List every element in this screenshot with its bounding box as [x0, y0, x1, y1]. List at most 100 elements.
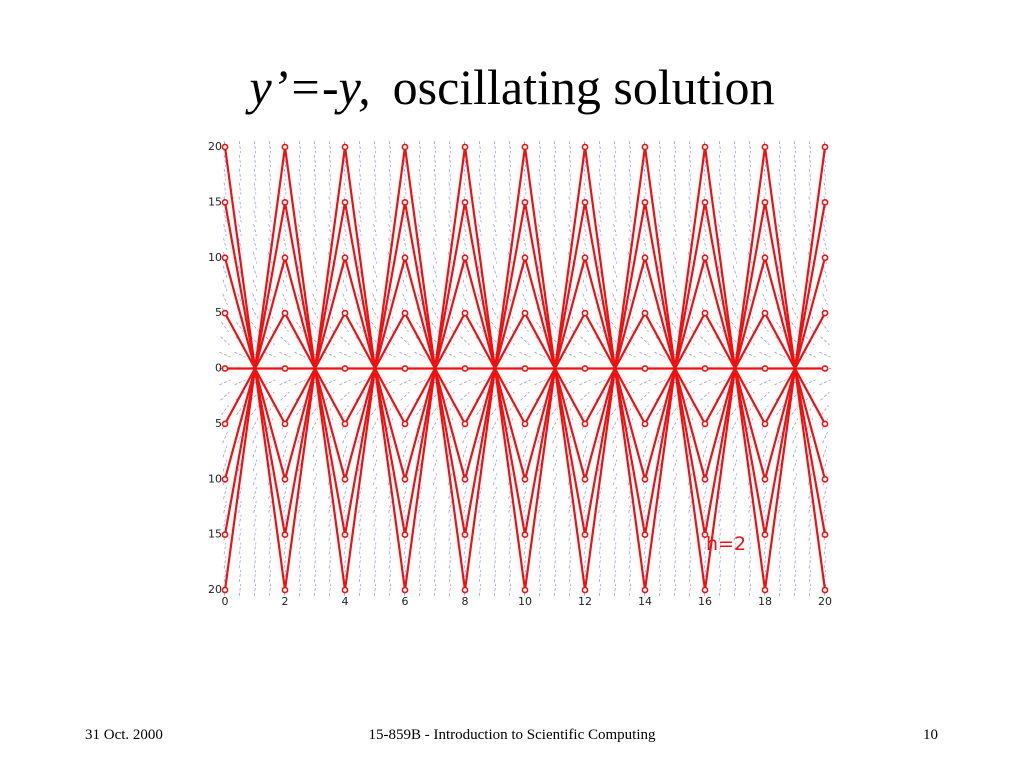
direction-field [283, 182, 287, 195]
direction-field [671, 404, 679, 416]
direction-field [538, 154, 542, 167]
direction-field [493, 487, 497, 500]
direction-field [714, 351, 726, 358]
direction-field [312, 445, 318, 458]
direction-field [418, 570, 422, 583]
direction-field [493, 237, 497, 250]
direction-field [598, 556, 602, 569]
point [221, 143, 229, 151]
direction-field [672, 279, 678, 292]
direction-field [461, 321, 469, 333]
direction-field [553, 168, 557, 181]
direction-field [553, 154, 557, 167]
direction-field [733, 514, 737, 527]
direction-field [611, 307, 619, 319]
direction-field [613, 168, 617, 181]
direction-field [778, 182, 782, 195]
direction-field [388, 500, 392, 513]
direction-field [732, 432, 738, 444]
direction-field [553, 570, 557, 583]
direction-field [373, 224, 377, 237]
point [461, 309, 469, 317]
direction-field [448, 528, 452, 541]
direction-field [313, 514, 317, 527]
direction-field [583, 500, 587, 513]
direction-field [313, 500, 317, 513]
direction-field [673, 570, 677, 583]
point [281, 309, 289, 317]
direction-field [718, 168, 722, 181]
direction-field [821, 404, 829, 416]
direction-field [643, 556, 647, 569]
direction-field [238, 196, 242, 209]
direction-field [433, 473, 437, 486]
direction-field [418, 237, 422, 250]
point [281, 254, 289, 262]
direction-field [777, 265, 783, 278]
direction-field [328, 556, 332, 569]
direction-field [597, 432, 603, 444]
direction-field [718, 514, 722, 527]
direction-field [238, 556, 242, 569]
direction-field [808, 154, 812, 167]
direction-field [688, 584, 692, 596]
direction-field [716, 321, 724, 333]
direction-field [253, 210, 257, 223]
direction-field [717, 265, 723, 278]
direction-field [598, 542, 602, 555]
direction-field [433, 500, 437, 513]
direction-field [492, 293, 498, 305]
direction-field [703, 182, 707, 195]
direction-field [553, 487, 557, 500]
direction-field [553, 196, 557, 209]
point [221, 475, 229, 483]
direction-field [373, 528, 377, 541]
direction-field [762, 279, 768, 292]
direction-field [718, 528, 722, 541]
direction-field [312, 432, 318, 444]
direction-field [731, 404, 739, 416]
direction-field [268, 556, 272, 569]
direction-field [553, 237, 557, 250]
direction-field [568, 154, 572, 167]
direction-field [628, 154, 632, 167]
direction-field [403, 487, 407, 500]
direction-field [384, 379, 396, 386]
point [521, 198, 529, 206]
direction-field [268, 210, 272, 223]
point [761, 365, 769, 372]
point [401, 420, 409, 428]
direction-field [237, 459, 243, 472]
direction-field [358, 196, 362, 209]
direction-field [688, 528, 692, 541]
direction-field [298, 224, 302, 237]
direction-field [597, 265, 603, 278]
direction-field [222, 459, 228, 472]
direction-field [568, 542, 572, 555]
direction-field [717, 432, 723, 444]
direction-field [251, 321, 259, 333]
direction-field [748, 500, 752, 513]
direction-field [778, 584, 782, 596]
direction-field [748, 196, 752, 209]
point [761, 475, 769, 483]
direction-field [763, 500, 767, 513]
direction-field [253, 528, 257, 541]
direction-field [703, 500, 707, 513]
direction-field [658, 224, 662, 237]
direction-field [673, 514, 677, 527]
direction-field [808, 500, 812, 513]
direction-field [580, 391, 590, 401]
direction-field [342, 432, 348, 444]
direction-field [538, 542, 542, 555]
direction-field [612, 445, 618, 458]
direction-field [793, 237, 797, 250]
direction-field [234, 351, 246, 358]
direction-field [778, 196, 782, 209]
y-tick-label: 10 [208, 251, 222, 264]
direction-field [491, 307, 499, 319]
direction-field [583, 168, 587, 181]
direction-field [778, 556, 782, 569]
direction-field [657, 459, 663, 472]
direction-field [538, 168, 542, 181]
